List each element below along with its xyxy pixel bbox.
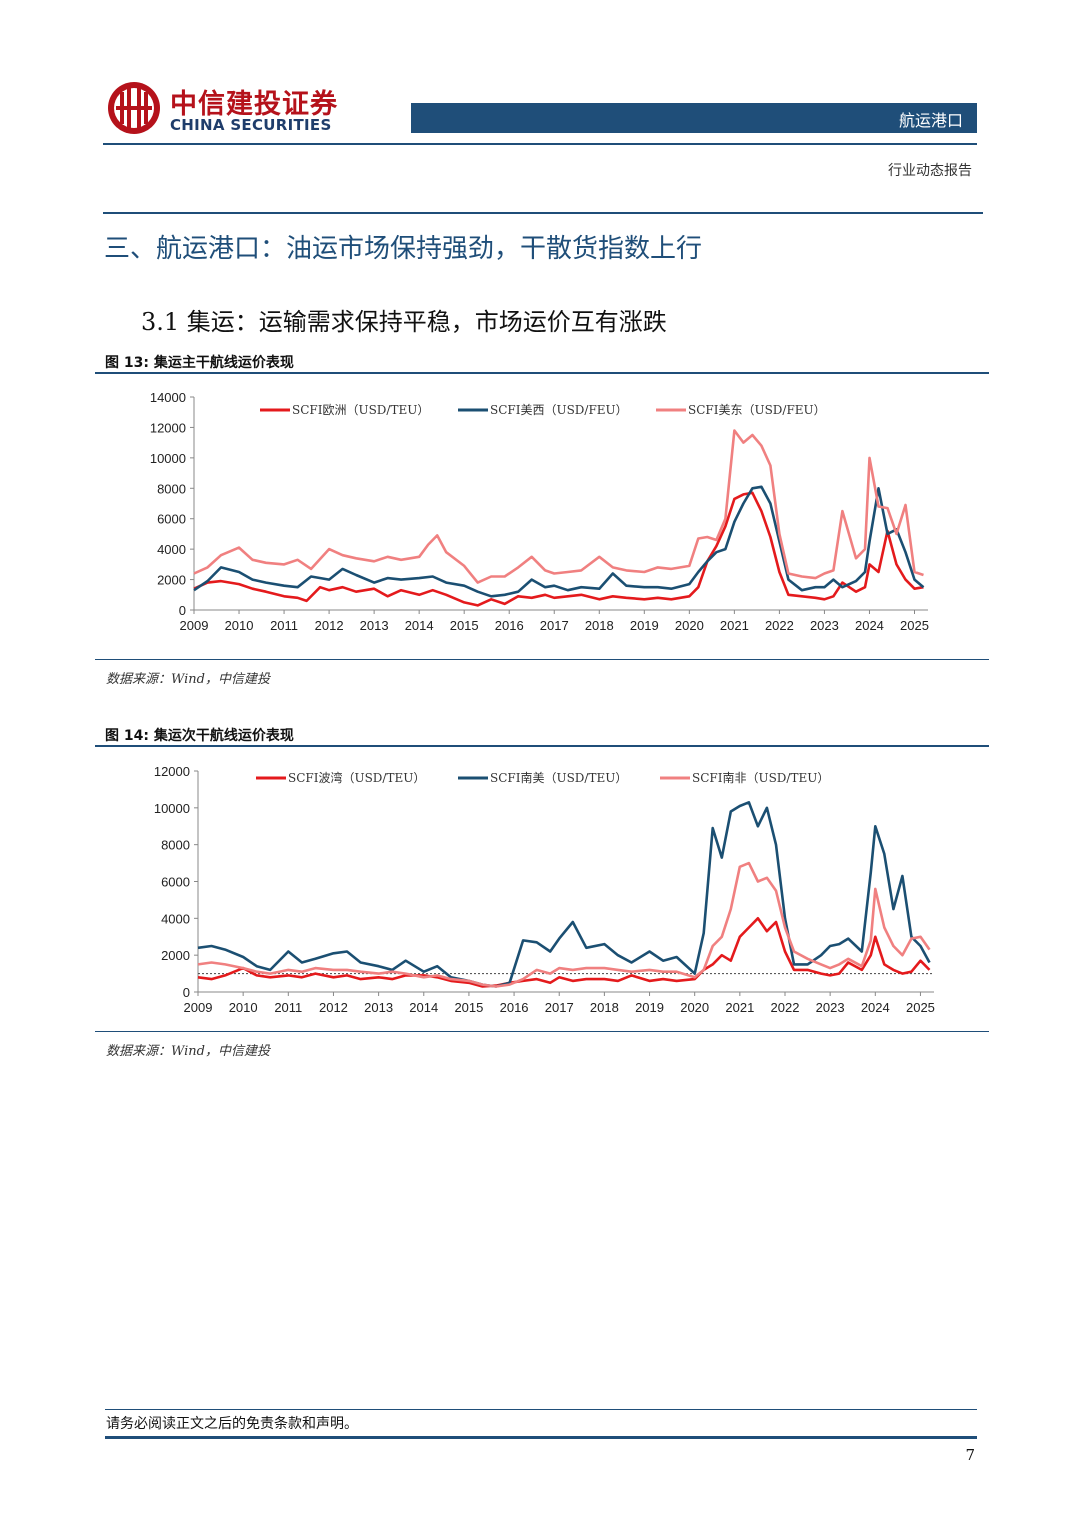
figure-13-top-rule <box>95 372 989 374</box>
x-tick-label: 2017 <box>540 618 569 633</box>
x-tick-label: 2016 <box>495 618 524 633</box>
series-line-2 <box>197 800 931 988</box>
x-tick-label: 2014 <box>409 1000 438 1015</box>
y-tick-label: 10000 <box>154 801 190 816</box>
sector-banner: 航运港口 <box>411 103 977 133</box>
subsection-title: 3.1 集运：运输需求保持平稳，市场运价互有涨跌 <box>141 308 667 336</box>
figure-13-chart: 0 2000 4000 6000 8000 10000 12000 14000 2009 2010… <box>100 380 980 650</box>
y-tick-label: 8000 <box>161 838 190 853</box>
figure-14-bottom-rule <box>95 1031 989 1032</box>
y-tick-label: 12000 <box>150 420 186 435</box>
brand-name-en: CHINA SECURITIES <box>170 116 332 134</box>
series-line-1 <box>193 491 924 607</box>
series-line-1 <box>197 917 931 988</box>
china-securities-logo <box>108 82 160 134</box>
section-divider <box>103 212 983 214</box>
figure-14-title: 图 14: 集运次干航线运价表现 <box>105 728 294 744</box>
x-tick-label: 2011 <box>274 1000 302 1015</box>
header-divider <box>103 143 977 145</box>
sector-label: 航运港口 <box>898 111 963 130</box>
x-tick-label: 2009 <box>184 1000 213 1015</box>
x-tick-label: 2022 <box>765 618 794 633</box>
x-tick-label: 2019 <box>635 1000 664 1015</box>
x-tick-label: 2023 <box>810 618 839 633</box>
x-tick-label: 2021 <box>720 618 749 633</box>
x-tick-label: 2018 <box>590 1000 619 1015</box>
y-tick-label: 14000 <box>150 390 186 405</box>
figure-14-chart: 0 2000 4000 6000 8000 10000 12000 2009 2010 2011 2… <box>100 752 980 1024</box>
y-tick-label: 8000 <box>157 481 186 496</box>
y-tick-label: 2000 <box>161 948 190 963</box>
report-type: 行业动态报告 <box>888 163 972 179</box>
disclaimer: 请务必阅读正文之后的免责条款和声明。 <box>106 1416 358 1432</box>
series-line-3 <box>193 429 924 584</box>
section-title: 三、航运港口：油运市场保持强劲，干散货指数上行 <box>104 234 703 264</box>
x-tick-label: 2009 <box>180 618 209 633</box>
x-tick-label: 2024 <box>861 1000 890 1015</box>
y-tick-label: 2000 <box>157 573 186 588</box>
legend-label-3: SCFI南非（USD/TEU） <box>692 770 829 785</box>
brand-name-cn: 中信建投证券 <box>170 89 338 120</box>
footer-divider-thick <box>105 1436 977 1439</box>
x-tick-label: 2011 <box>270 618 298 633</box>
legend-label-1: SCFI欧洲（USD/TEU） <box>292 403 429 417</box>
legend-label-2: SCFI美西（USD/FEU） <box>490 403 628 417</box>
x-tick-label: 2018 <box>585 618 614 633</box>
x-tick-label: 2019 <box>630 618 659 633</box>
page-number: 7 <box>965 1446 975 1464</box>
x-tick-label: 2014 <box>405 618 434 633</box>
x-tick-label: 2020 <box>680 1000 709 1015</box>
x-tick-label: 2012 <box>319 1000 348 1015</box>
x-tick-label: 2023 <box>816 1000 845 1015</box>
figure-13-source: 数据来源：Wind，中信建投 <box>106 672 270 687</box>
figure-14-top-rule <box>95 745 989 747</box>
legend-label-2: SCFI南美（USD/TEU） <box>490 770 627 785</box>
x-tick-label: 2025 <box>906 1000 935 1015</box>
legend-label-3: SCFI美东（USD/FEU） <box>688 403 826 417</box>
y-tick-label: 4000 <box>161 911 190 926</box>
x-tick-label: 2020 <box>675 618 704 633</box>
figure-14-source: 数据来源：Wind，中信建投 <box>106 1044 270 1059</box>
y-tick-label: 12000 <box>154 764 190 779</box>
x-tick-label: 2013 <box>360 618 389 633</box>
x-tick-label: 2010 <box>225 618 254 633</box>
x-tick-label: 2012 <box>315 618 344 633</box>
series-line-3 <box>197 861 931 988</box>
footer-divider <box>105 1409 977 1410</box>
x-tick-label: 2015 <box>454 1000 483 1015</box>
y-tick-label: 10000 <box>150 451 186 466</box>
x-tick-label: 2010 <box>229 1000 258 1015</box>
y-tick-label: 0 <box>183 985 190 1000</box>
x-tick-label: 2021 <box>725 1000 754 1015</box>
y-tick-label: 6000 <box>157 512 186 527</box>
y-tick-label: 6000 <box>161 875 190 890</box>
series-line-2 <box>193 485 925 598</box>
figure-13-bottom-rule <box>95 659 989 660</box>
x-tick-label: 2013 <box>364 1000 393 1015</box>
y-tick-label: 4000 <box>157 542 186 557</box>
x-tick-label: 2015 <box>450 618 479 633</box>
legend-label-1: SCFI波湾（USD/TEU） <box>288 770 425 785</box>
x-tick-label: 2022 <box>771 1000 800 1015</box>
x-tick-label: 2016 <box>500 1000 529 1015</box>
x-tick-label: 2025 <box>900 618 929 633</box>
x-tick-label: 2024 <box>855 618 884 633</box>
figure-13-title: 图 13: 集运主干航线运价表现 <box>105 355 294 371</box>
x-tick-label: 2017 <box>545 1000 574 1015</box>
y-tick-label: 0 <box>179 603 186 618</box>
